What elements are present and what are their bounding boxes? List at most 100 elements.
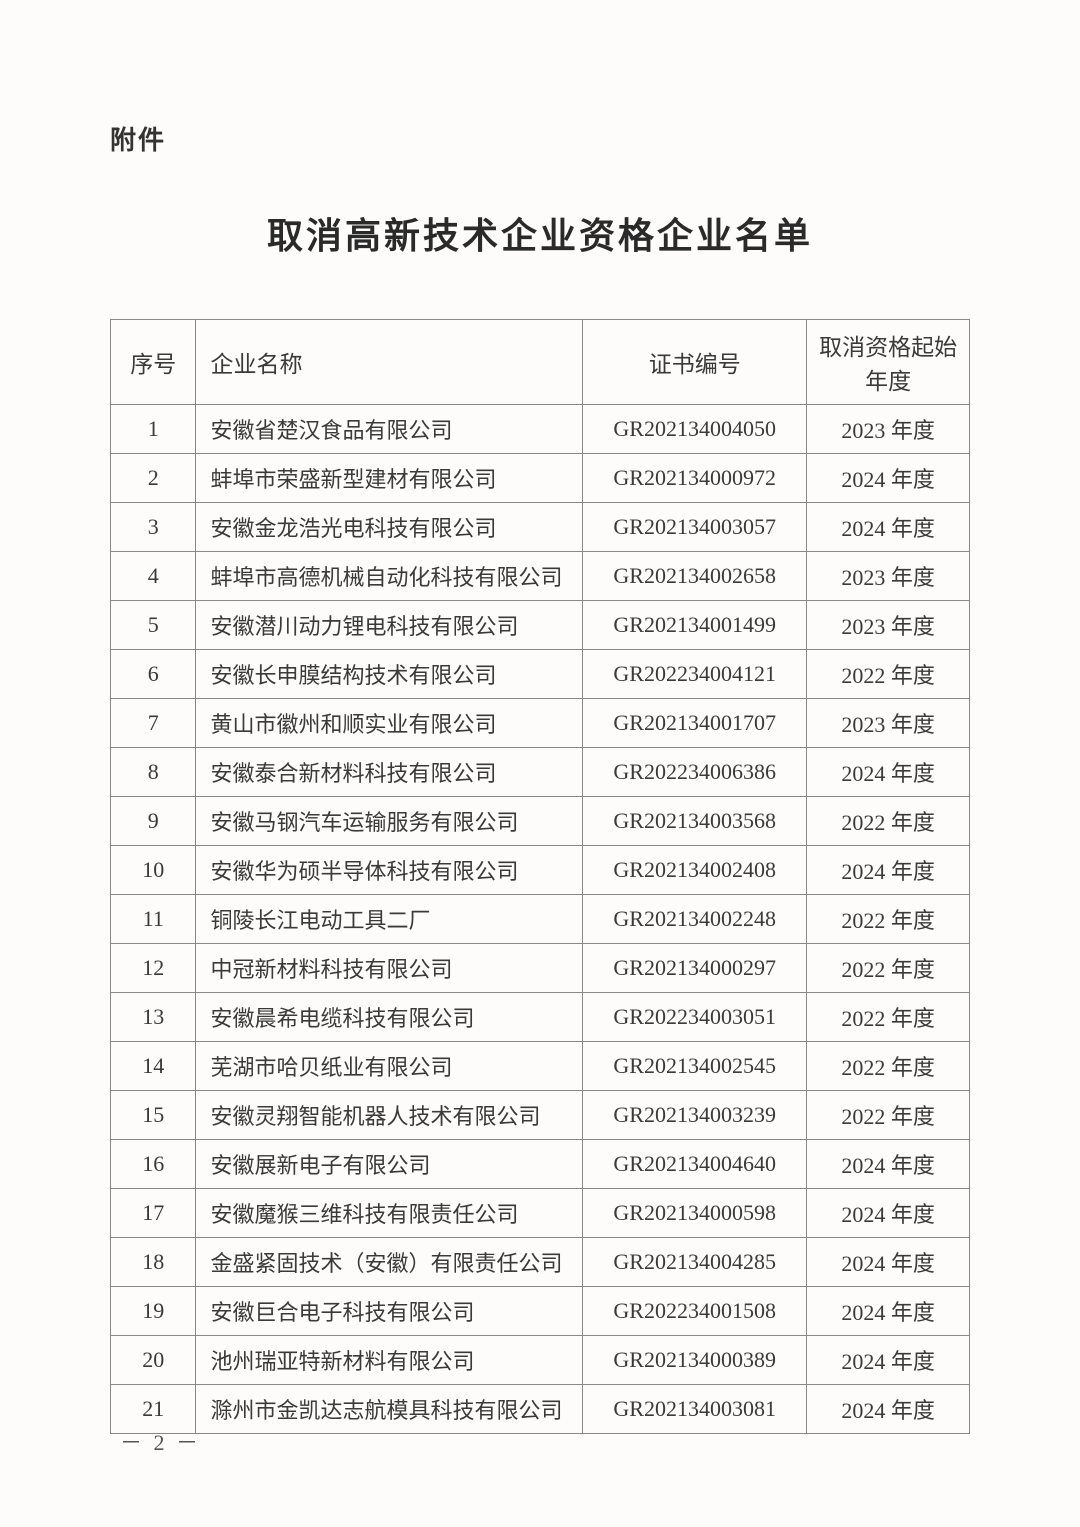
cell-cert: GR202134000389	[583, 1336, 807, 1385]
cell-cert: GR202134000972	[583, 454, 807, 503]
cell-year: 2023 年度	[807, 601, 970, 650]
cell-name: 池州瑞亚特新材料有限公司	[196, 1336, 583, 1385]
cell-cert: GR202134000598	[583, 1189, 807, 1238]
table-row: 18金盛紧固技术（安徽）有限责任公司GR2021340042852024 年度	[111, 1238, 970, 1287]
cell-num: 10	[111, 846, 196, 895]
table-row: 10安徽华为硕半导体科技有限公司GR2021340024082024 年度	[111, 846, 970, 895]
cell-num: 5	[111, 601, 196, 650]
cell-name: 安徽展新电子有限公司	[196, 1140, 583, 1189]
cell-year: 2024 年度	[807, 1385, 970, 1434]
table-row: 14芜湖市哈贝纸业有限公司GR2021340025452022 年度	[111, 1042, 970, 1091]
cell-cert: GR202134003081	[583, 1385, 807, 1434]
table-row: 2蚌埠市荣盛新型建材有限公司GR2021340009722024 年度	[111, 454, 970, 503]
cell-cert: GR202134003568	[583, 797, 807, 846]
table-row: 3安徽金龙浩光电科技有限公司GR2021340030572024 年度	[111, 503, 970, 552]
cell-num: 4	[111, 552, 196, 601]
table-row: 4蚌埠市高德机械自动化科技有限公司GR2021340026582023 年度	[111, 552, 970, 601]
cell-name: 安徽灵翔智能机器人技术有限公司	[196, 1091, 583, 1140]
page-number: － 2 －	[120, 1425, 201, 1457]
cell-num: 15	[111, 1091, 196, 1140]
cell-name: 安徽晨希电缆科技有限公司	[196, 993, 583, 1042]
cell-year: 2024 年度	[807, 1238, 970, 1287]
cell-year: 2024 年度	[807, 503, 970, 552]
cell-name: 安徽魔猴三维科技有限责任公司	[196, 1189, 583, 1238]
cell-num: 18	[111, 1238, 196, 1287]
cell-num: 1	[111, 405, 196, 454]
cell-num: 19	[111, 1287, 196, 1336]
cell-cert: GR202134002408	[583, 846, 807, 895]
cell-cert: GR202134003057	[583, 503, 807, 552]
attachment-label: 附件	[110, 120, 970, 157]
header-cert: 证书编号	[583, 320, 807, 405]
cell-year: 2023 年度	[807, 699, 970, 748]
cell-name: 芜湖市哈贝纸业有限公司	[196, 1042, 583, 1091]
cell-year: 2022 年度	[807, 650, 970, 699]
cell-name: 蚌埠市荣盛新型建材有限公司	[196, 454, 583, 503]
cell-year: 2024 年度	[807, 846, 970, 895]
cell-num: 20	[111, 1336, 196, 1385]
table-row: 6安徽长申膜结构技术有限公司GR2022340041212022 年度	[111, 650, 970, 699]
cell-num: 17	[111, 1189, 196, 1238]
cell-year: 2022 年度	[807, 895, 970, 944]
table-row: 7黄山市徽州和顺实业有限公司GR2021340017072023 年度	[111, 699, 970, 748]
cell-num: 16	[111, 1140, 196, 1189]
cell-year: 2024 年度	[807, 1189, 970, 1238]
company-table: 序号 企业名称 证书编号 取消资格起始年度 1安徽省楚汉食品有限公司GR2021…	[110, 319, 970, 1434]
cell-name: 安徽华为硕半导体科技有限公司	[196, 846, 583, 895]
cell-name: 安徽泰合新材料科技有限公司	[196, 748, 583, 797]
cell-year: 2022 年度	[807, 1042, 970, 1091]
cell-cert: GR202234001508	[583, 1287, 807, 1336]
cell-num: 9	[111, 797, 196, 846]
table-row: 19安徽巨合电子科技有限公司GR2022340015082024 年度	[111, 1287, 970, 1336]
table-row: 12中冠新材料科技有限公司GR2021340002972022 年度	[111, 944, 970, 993]
table-row: 13安徽晨希电缆科技有限公司GR2022340030512022 年度	[111, 993, 970, 1042]
cell-cert: GR202234003051	[583, 993, 807, 1042]
cell-cert: GR202134004285	[583, 1238, 807, 1287]
cell-name: 安徽马钢汽车运输服务有限公司	[196, 797, 583, 846]
table-row: 5安徽潜川动力锂电科技有限公司GR2021340014992023 年度	[111, 601, 970, 650]
cell-year: 2022 年度	[807, 944, 970, 993]
cell-cert: GR202134001499	[583, 601, 807, 650]
header-num: 序号	[111, 320, 196, 405]
cell-cert: GR202134002658	[583, 552, 807, 601]
cell-cert: GR202134000297	[583, 944, 807, 993]
cell-name: 铜陵长江电动工具二厂	[196, 895, 583, 944]
cell-name: 安徽巨合电子科技有限公司	[196, 1287, 583, 1336]
cell-cert: GR202234004121	[583, 650, 807, 699]
cell-num: 14	[111, 1042, 196, 1091]
cell-year: 2023 年度	[807, 405, 970, 454]
header-name: 企业名称	[196, 320, 583, 405]
cell-name: 安徽金龙浩光电科技有限公司	[196, 503, 583, 552]
cell-year: 2023 年度	[807, 552, 970, 601]
cell-name: 安徽潜川动力锂电科技有限公司	[196, 601, 583, 650]
cell-year: 2022 年度	[807, 1091, 970, 1140]
cell-year: 2024 年度	[807, 454, 970, 503]
cell-cert: GR202134002248	[583, 895, 807, 944]
cell-name: 蚌埠市高德机械自动化科技有限公司	[196, 552, 583, 601]
cell-year: 2022 年度	[807, 797, 970, 846]
cell-num: 11	[111, 895, 196, 944]
table-header-row: 序号 企业名称 证书编号 取消资格起始年度	[111, 320, 970, 405]
cell-num: 3	[111, 503, 196, 552]
table-row: 8安徽泰合新材料科技有限公司GR2022340063862024 年度	[111, 748, 970, 797]
cell-cert: GR202134004050	[583, 405, 807, 454]
cell-num: 13	[111, 993, 196, 1042]
cell-num: 6	[111, 650, 196, 699]
cell-cert: GR202134004640	[583, 1140, 807, 1189]
cell-num: 12	[111, 944, 196, 993]
table-row: 17安徽魔猴三维科技有限责任公司GR2021340005982024 年度	[111, 1189, 970, 1238]
cell-name: 安徽长申膜结构技术有限公司	[196, 650, 583, 699]
table-row: 1安徽省楚汉食品有限公司GR2021340040502023 年度	[111, 405, 970, 454]
cell-cert: GR202134003239	[583, 1091, 807, 1140]
cell-name: 安徽省楚汉食品有限公司	[196, 405, 583, 454]
cell-year: 2024 年度	[807, 1140, 970, 1189]
table-row: 11铜陵长江电动工具二厂GR2021340022482022 年度	[111, 895, 970, 944]
cell-year: 2022 年度	[807, 993, 970, 1042]
cell-num: 2	[111, 454, 196, 503]
cell-name: 滁州市金凯达志航模具科技有限公司	[196, 1385, 583, 1434]
table-row: 16安徽展新电子有限公司GR2021340046402024 年度	[111, 1140, 970, 1189]
cell-name: 黄山市徽州和顺实业有限公司	[196, 699, 583, 748]
cell-cert: GR202234006386	[583, 748, 807, 797]
cell-cert: GR202134001707	[583, 699, 807, 748]
cell-name: 金盛紧固技术（安徽）有限责任公司	[196, 1238, 583, 1287]
